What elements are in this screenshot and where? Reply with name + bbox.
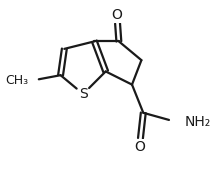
Text: O: O: [134, 140, 145, 154]
Text: CH₃: CH₃: [5, 74, 29, 87]
Text: O: O: [112, 8, 122, 22]
Text: NH₂: NH₂: [185, 115, 211, 129]
Text: S: S: [79, 87, 87, 101]
